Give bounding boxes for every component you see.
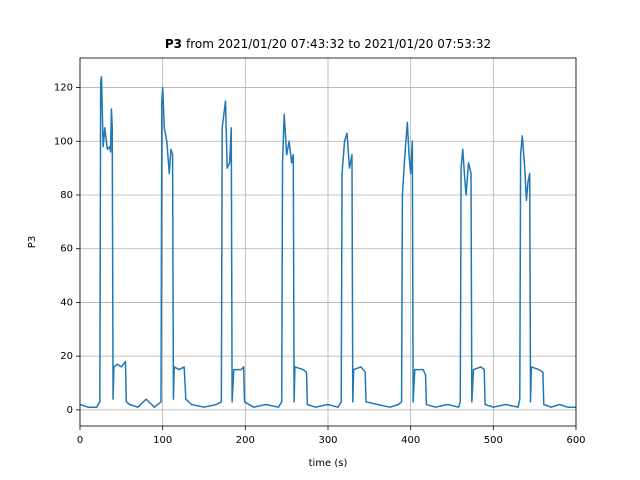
title-text: from 2021/01/20 07:43:32 to 2021/01/20 0… bbox=[186, 37, 491, 51]
plot-frame bbox=[79, 57, 577, 427]
data-line bbox=[79, 76, 576, 408]
title-bold: P3 bbox=[165, 37, 182, 51]
y-tick-label: 120 bbox=[54, 83, 73, 94]
x-axis-label: time (s) bbox=[309, 458, 348, 469]
y-tick-label: 80 bbox=[60, 190, 73, 201]
x-tick-label: 0 bbox=[77, 435, 83, 446]
y-tick-label: 100 bbox=[54, 136, 73, 147]
x-tick-label: 500 bbox=[484, 435, 503, 446]
y-tick-label: 60 bbox=[60, 244, 73, 255]
chart-title: P3 from 2021/01/20 07:43:32 to 2021/01/20… bbox=[165, 37, 491, 51]
y-tick-label: 40 bbox=[60, 297, 73, 308]
y-axis-label: P3 bbox=[27, 236, 38, 248]
y-tick-label: 20 bbox=[60, 351, 73, 362]
x-tick-label: 600 bbox=[566, 435, 585, 446]
x-tick-label: 400 bbox=[401, 435, 420, 446]
x-tick-label: 300 bbox=[318, 435, 337, 446]
x-tick-label: 200 bbox=[236, 435, 255, 446]
y-tick-label: 0 bbox=[67, 405, 73, 416]
x-tick-label: 100 bbox=[153, 435, 172, 446]
